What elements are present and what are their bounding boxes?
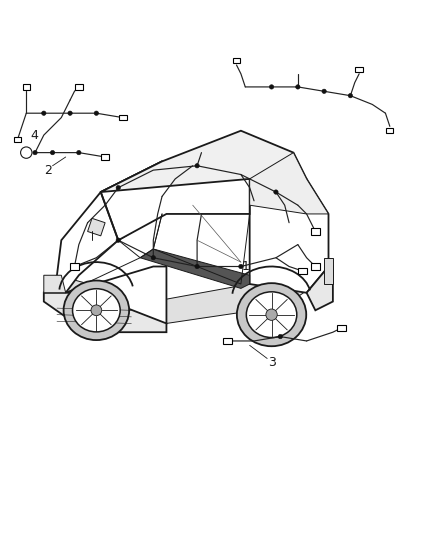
Bar (223, 338, 232, 344)
Polygon shape (101, 161, 250, 240)
Text: 1: 1 (241, 260, 249, 273)
Circle shape (21, 147, 32, 158)
Bar (311, 263, 320, 270)
Text: 2: 2 (44, 164, 52, 176)
Polygon shape (44, 266, 166, 324)
Polygon shape (250, 179, 328, 293)
Circle shape (269, 85, 274, 89)
Polygon shape (44, 293, 166, 332)
Bar (311, 228, 320, 235)
Bar (355, 67, 363, 72)
Text: 4: 4 (31, 128, 39, 142)
Bar (386, 128, 393, 133)
Polygon shape (140, 249, 250, 288)
Circle shape (195, 264, 199, 269)
Bar (75, 84, 83, 90)
Polygon shape (44, 161, 162, 293)
Polygon shape (101, 131, 307, 192)
Text: 3: 3 (268, 357, 276, 369)
Circle shape (33, 150, 37, 155)
Circle shape (278, 334, 283, 339)
Ellipse shape (246, 292, 297, 337)
Circle shape (266, 309, 277, 320)
Bar (119, 115, 127, 120)
Polygon shape (88, 219, 105, 236)
Ellipse shape (73, 289, 120, 332)
Circle shape (68, 111, 72, 115)
Circle shape (50, 150, 55, 155)
Circle shape (94, 111, 99, 115)
Bar (337, 325, 346, 331)
Circle shape (239, 264, 243, 269)
Circle shape (195, 164, 199, 168)
Circle shape (42, 111, 46, 115)
Ellipse shape (237, 283, 306, 346)
Bar (23, 84, 30, 90)
Polygon shape (44, 266, 328, 324)
Circle shape (274, 190, 278, 194)
Circle shape (116, 185, 120, 190)
Circle shape (296, 85, 300, 89)
Circle shape (151, 255, 155, 260)
Bar (101, 154, 109, 160)
Bar (14, 137, 21, 142)
Circle shape (91, 305, 102, 316)
Ellipse shape (64, 280, 129, 340)
Circle shape (322, 89, 326, 93)
Polygon shape (250, 152, 328, 214)
Polygon shape (307, 266, 333, 310)
Bar (70, 263, 79, 270)
Circle shape (348, 93, 353, 98)
Circle shape (116, 238, 120, 243)
Polygon shape (44, 275, 66, 293)
Bar (233, 58, 240, 63)
Polygon shape (324, 258, 333, 284)
Circle shape (77, 150, 81, 155)
Bar (298, 268, 307, 274)
